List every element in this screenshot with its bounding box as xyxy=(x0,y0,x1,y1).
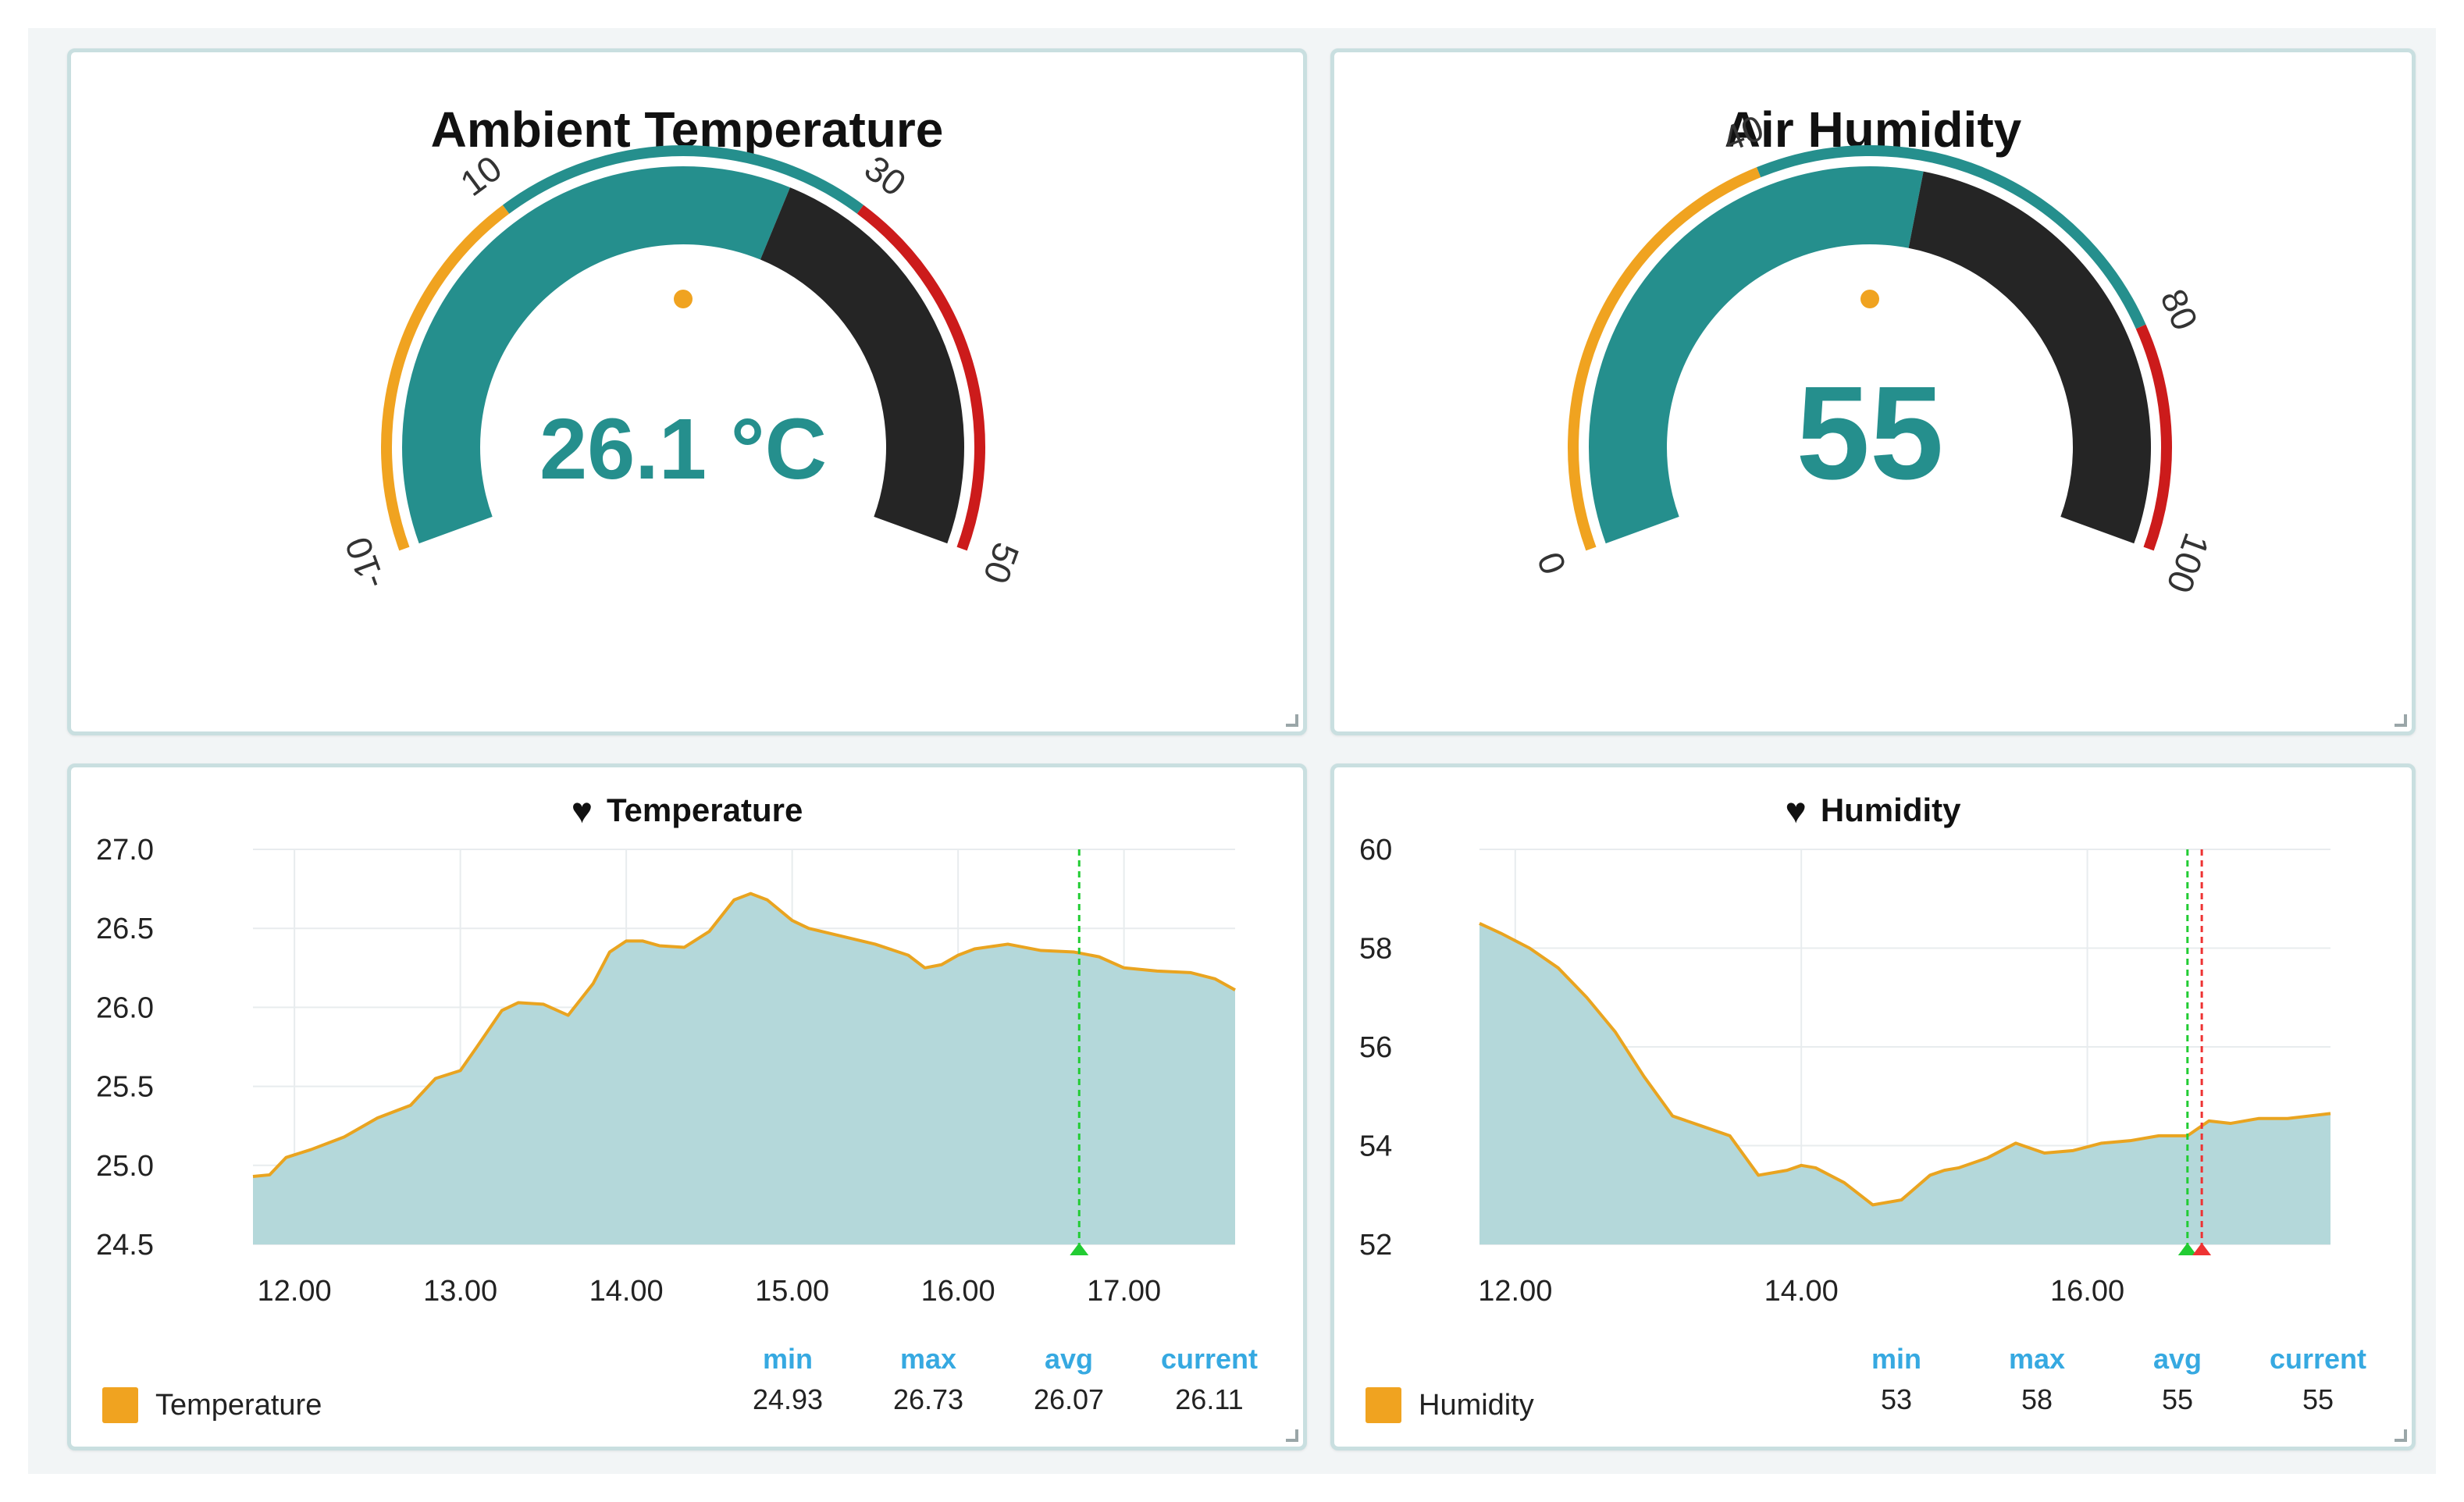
stat-value-current: 55 xyxy=(2302,1383,2334,1415)
gauge-center-dot xyxy=(1860,290,1879,308)
stat-header-max[interactable]: max xyxy=(899,1343,957,1375)
x-tick-label: 16.00 xyxy=(921,1275,995,1308)
threshold-low-arc xyxy=(1568,167,1761,551)
gauge-tick-label: 100 xyxy=(2159,528,2217,598)
marker-triangle xyxy=(2177,1243,2197,1255)
stat-header-avg[interactable]: avg xyxy=(2152,1343,2202,1375)
temperature-chart-title[interactable]: ♥ Temperature xyxy=(571,790,803,831)
gauge-tick-label: 40 xyxy=(1717,107,1769,159)
gauge-value-arc xyxy=(402,166,790,544)
series-area xyxy=(253,893,1235,1244)
heart-icon: ♥ xyxy=(1785,790,1807,831)
stat-value-max: 58 xyxy=(2021,1383,2053,1415)
x-tick-label: 14.00 xyxy=(589,1275,664,1308)
temperature-legend[interactable]: Temperature xyxy=(102,1387,322,1423)
stat-header-current[interactable]: current xyxy=(1160,1343,1259,1375)
heart-icon: ♥ xyxy=(571,790,593,831)
stat-header-min[interactable]: min xyxy=(762,1343,813,1375)
humidity-legend[interactable]: Humidity xyxy=(1366,1387,1534,1423)
stat-value-min: 24.93 xyxy=(752,1383,824,1415)
stat-header-max[interactable]: max xyxy=(2008,1343,2066,1375)
gauge-tick-label: -10 xyxy=(337,532,393,594)
humidity-gauge-panel: Air Humidity 0 40 80 100 55 xyxy=(1330,48,2416,735)
resize-handle[interactable] xyxy=(1286,714,1298,727)
gauge-tick-label: 30 xyxy=(857,148,913,204)
gauge-tick-label: 10 xyxy=(453,148,509,204)
y-tick-label: 25.0 xyxy=(96,1150,154,1183)
gauge-remaining-arc xyxy=(760,187,964,544)
humidity-chart-title[interactable]: ♥ Humidity xyxy=(1785,790,1961,831)
resize-handle[interactable] xyxy=(2395,714,2407,727)
stat-header-avg[interactable]: avg xyxy=(1044,1343,1094,1375)
x-tick-label: 14.00 xyxy=(1764,1275,1839,1308)
marker-triangle xyxy=(1070,1243,1089,1255)
gauge-tick-label: 80 xyxy=(2152,283,2206,336)
y-tick-label: 25.5 xyxy=(96,1071,154,1104)
legend-label: Temperature xyxy=(155,1388,322,1422)
legend-swatch xyxy=(1366,1387,1401,1423)
humidity-gauge: 0 40 80 100 55 xyxy=(1529,107,2218,598)
legend-swatch xyxy=(102,1387,138,1423)
gauge-tick-label: 50 xyxy=(975,537,1027,589)
y-tick-label: 54 xyxy=(1359,1130,1392,1163)
threshold-low-arc xyxy=(381,205,510,551)
y-tick-label: 24.5 xyxy=(96,1229,154,1262)
humidity-chart[interactable]: 52 54 56 58 60 12.00 14.00 16.00 xyxy=(1334,767,2412,1447)
series-area xyxy=(1479,923,2330,1244)
y-tick-label: 26.5 xyxy=(96,913,154,945)
y-tick-label: 56 xyxy=(1359,1031,1392,1064)
temperature-chart-panel: ♥ Temperature 24.5 25.0 25.5 26.0 26.5 27.0 12.… xyxy=(67,763,1307,1450)
x-tick-label: 16.00 xyxy=(2050,1275,2124,1308)
x-tick-label: 12.00 xyxy=(258,1275,332,1308)
marker-triangle xyxy=(2192,1243,2212,1255)
y-tick-label: 58 xyxy=(1359,933,1392,966)
gauge-tick-label: 0 xyxy=(1529,546,1575,579)
threshold-high-arc xyxy=(856,205,985,551)
temperature-gauge-panel: Ambient Temperature -10 10 30 50 26.1 °C xyxy=(67,48,1307,735)
stat-value-min: 53 xyxy=(1880,1383,1913,1415)
stat-value-avg: 55 xyxy=(2161,1383,2194,1415)
threshold-high-arc xyxy=(2135,324,2172,551)
y-tick-label: 52 xyxy=(1359,1229,1392,1262)
stat-value-avg: 26.07 xyxy=(1033,1383,1105,1415)
gauge-value-text: 26.1 °C xyxy=(539,401,827,497)
threshold-mid-arc xyxy=(502,145,864,214)
x-tick-label: 17.00 xyxy=(1087,1275,1161,1308)
stat-value-max: 26.73 xyxy=(892,1383,964,1415)
stat-value-current: 26.11 xyxy=(1175,1383,1244,1415)
resize-handle[interactable] xyxy=(2395,1429,2407,1442)
y-tick-label: 26.0 xyxy=(96,991,154,1024)
y-tick-label: 60 xyxy=(1359,834,1392,867)
gauge-value-text: 55 xyxy=(1796,359,1943,507)
stat-header-current[interactable]: current xyxy=(2269,1343,2367,1375)
x-tick-label: 12.00 xyxy=(1478,1275,1552,1308)
temperature-stats: min max avg current 24.93 26.73 26.07 26… xyxy=(717,1339,1280,1420)
series-line xyxy=(1479,922,2331,1207)
stat-header-min[interactable]: min xyxy=(1871,1343,1921,1375)
temperature-chart[interactable]: 24.5 25.0 25.5 26.0 26.5 27.0 12.00 13.00 14.00 1… xyxy=(71,767,1303,1447)
resize-handle[interactable] xyxy=(1286,1429,1298,1442)
threshold-mid-arc xyxy=(1757,145,2146,329)
x-tick-label: 15.00 xyxy=(755,1275,829,1308)
series-line xyxy=(252,892,1236,1178)
legend-label: Humidity xyxy=(1419,1388,1534,1422)
gauge-remaining-arc xyxy=(1908,171,2151,544)
gauge-value-arc xyxy=(1589,166,1924,544)
temperature-gauge: -10 10 30 50 26.1 °C xyxy=(337,145,1027,595)
humidity-stats: min max avg current 53 58 55 55 xyxy=(1826,1339,2388,1420)
humidity-chart-panel: ♥ Humidity 52 54 56 58 60 12.00 14.00 16.00 Humi… xyxy=(1330,763,2416,1450)
gauge-center-dot xyxy=(674,290,693,308)
x-tick-label: 13.00 xyxy=(423,1275,497,1308)
y-tick-label: 27.0 xyxy=(96,834,154,867)
